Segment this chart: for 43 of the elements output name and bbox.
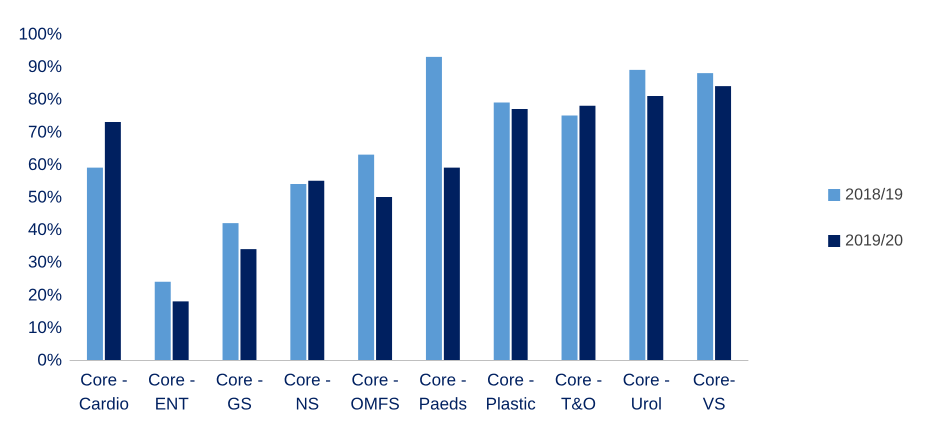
bar [629,70,646,360]
bar [512,108,528,360]
x-tick-label: Core - Cardio [78,370,129,414]
x-tick-label: Core - T&O [554,370,602,414]
x-tick-label: Core - Urol [622,370,670,414]
bar [426,56,442,360]
bar [308,180,324,360]
legend-label: 2018/19 [845,186,904,204]
y-tick-label: 0% [37,350,62,370]
bar [240,249,256,360]
x-tick-label: Core - GS [216,370,264,414]
y-tick-label: 10% [28,318,62,337]
y-tick-label: 50% [28,188,62,206]
x-tick-label: Core - Plastic [486,370,536,414]
legend-label: 2019/20 [845,232,904,250]
y-tick-label: 90% [28,57,62,76]
x-tick-label: Core - NS [284,370,331,414]
bar [104,122,121,360]
x-tick-label: Core- VS [692,370,736,414]
x-tick-label: Core - OMFS [350,370,400,414]
y-tick-label: 70% [28,122,62,142]
bar [494,102,510,360]
x-tick-label: Core - ENT [148,370,196,414]
y-tick-label: 20% [28,285,62,304]
y-tick-label: 30% [28,252,62,272]
bar [86,168,103,360]
bar [647,96,664,360]
bar [579,106,596,360]
y-tick-label: 80% [28,90,62,109]
bar [154,282,171,360]
bar [715,86,732,360]
bar [172,301,189,360]
y-tick-label: 60% [28,154,62,174]
y-tick-label: 40% [28,220,62,240]
bar [697,73,714,360]
bar [222,223,239,360]
bar [376,197,392,360]
bar [562,116,578,360]
x-tick-label: Core - Paeds [418,370,467,414]
bar [358,154,374,360]
y-tick-label: 100% [18,24,62,44]
bar [290,184,306,360]
bar [444,168,460,360]
